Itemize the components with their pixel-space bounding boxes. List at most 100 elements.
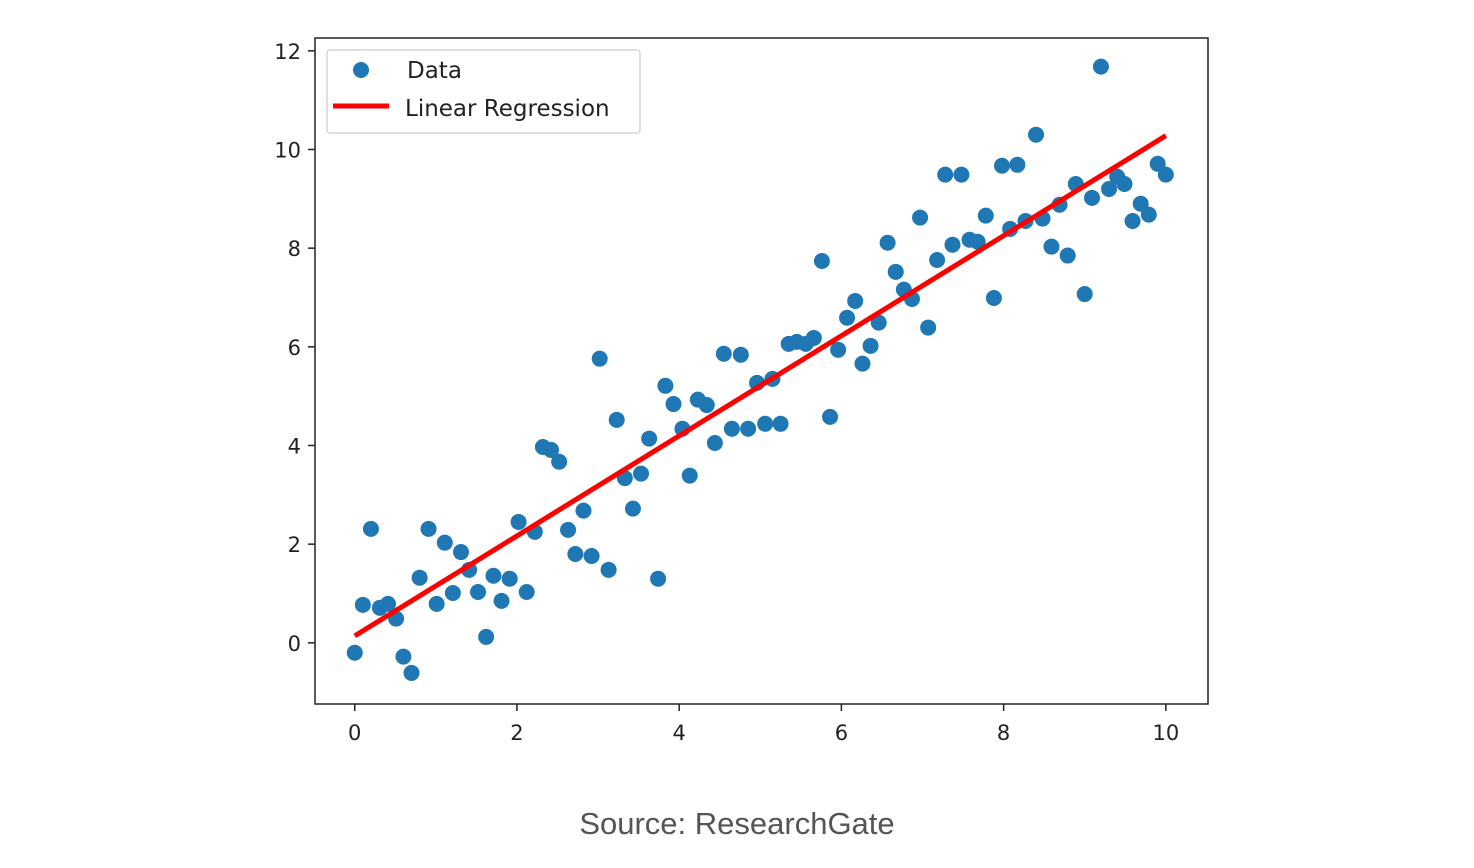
data-point bbox=[633, 465, 650, 482]
y-tick-label: 2 bbox=[288, 533, 301, 557]
data-point bbox=[641, 430, 658, 447]
data-point bbox=[1157, 166, 1174, 183]
data-point bbox=[501, 570, 518, 587]
data-point bbox=[937, 166, 954, 183]
data-point bbox=[847, 292, 864, 309]
x-tick-label: 4 bbox=[672, 721, 685, 745]
data-point bbox=[1116, 176, 1133, 193]
data-point bbox=[706, 435, 723, 452]
data-point bbox=[600, 561, 617, 578]
legend-data-marker bbox=[353, 62, 369, 78]
data-point bbox=[444, 585, 461, 601]
data-point bbox=[953, 166, 970, 183]
legend-label-regression: Linear Regression bbox=[405, 96, 610, 122]
data-point bbox=[698, 397, 715, 414]
x-tick-label: 0 bbox=[348, 721, 361, 745]
data-point bbox=[1009, 156, 1026, 173]
data-point bbox=[657, 377, 674, 394]
data-point bbox=[912, 209, 929, 226]
data-point bbox=[1140, 206, 1157, 223]
data-point bbox=[757, 415, 774, 432]
data-point bbox=[411, 569, 428, 586]
data-point bbox=[543, 441, 560, 458]
data-point bbox=[518, 584, 535, 601]
data-point bbox=[732, 346, 749, 363]
data-point bbox=[830, 341, 847, 358]
data-point bbox=[740, 420, 757, 437]
x-tick-label: 6 bbox=[835, 721, 848, 745]
data-point bbox=[1084, 189, 1101, 206]
data-point bbox=[985, 289, 1002, 306]
legend: Data Linear Regression bbox=[326, 49, 641, 134]
data-point bbox=[723, 420, 740, 437]
data-point bbox=[813, 252, 830, 269]
data-point bbox=[1059, 247, 1076, 264]
data-point bbox=[772, 415, 789, 432]
data-point bbox=[1076, 286, 1093, 303]
regression-line bbox=[353, 133, 1168, 639]
data-point bbox=[879, 234, 896, 251]
data-point bbox=[583, 548, 600, 564]
data-point bbox=[354, 596, 371, 613]
data-point bbox=[822, 408, 839, 425]
data-point bbox=[478, 628, 495, 645]
data-point bbox=[395, 648, 412, 665]
data-point bbox=[575, 502, 592, 519]
data-point bbox=[805, 329, 822, 346]
x-tick-label: 8 bbox=[997, 721, 1010, 745]
data-point bbox=[839, 309, 856, 326]
data-point bbox=[436, 534, 453, 551]
data-point bbox=[551, 453, 568, 470]
scatter-chart: 0 2 4 6 8 10 0 2 4 6 8 10 12 Data Linear Regression bbox=[274, 37, 1209, 745]
data-point bbox=[887, 263, 904, 280]
y-tick-label: 8 bbox=[288, 237, 301, 261]
data-point bbox=[862, 337, 879, 354]
y-tick-label: 10 bbox=[274, 138, 301, 162]
axes-frame bbox=[314, 37, 1209, 705]
data-point bbox=[665, 396, 682, 413]
plot-area bbox=[346, 58, 1174, 681]
data-point bbox=[1101, 180, 1118, 197]
data-point bbox=[591, 350, 608, 367]
data-point bbox=[920, 319, 937, 336]
y-tick-label: 6 bbox=[288, 336, 301, 360]
data-point bbox=[420, 520, 437, 537]
data-point bbox=[1124, 213, 1141, 230]
data-point bbox=[470, 584, 487, 601]
y-tick-label: 12 bbox=[274, 40, 301, 64]
data-point bbox=[346, 644, 363, 661]
data-point bbox=[379, 595, 396, 612]
data-point bbox=[510, 513, 527, 530]
data-point bbox=[493, 592, 510, 609]
data-point bbox=[560, 521, 577, 538]
data-point bbox=[870, 314, 887, 331]
legend-label-data: Data bbox=[407, 58, 462, 84]
y-tick-label: 0 bbox=[288, 632, 301, 656]
data-point bbox=[944, 236, 961, 253]
data-point bbox=[608, 411, 625, 428]
x-tick-label: 10 bbox=[1152, 721, 1179, 745]
data-point bbox=[977, 207, 994, 224]
data-point bbox=[681, 467, 698, 484]
data-point bbox=[854, 355, 871, 372]
axis-ticks: 0 2 4 6 8 10 0 2 4 6 8 10 12 bbox=[274, 40, 1179, 745]
data-point bbox=[1092, 58, 1109, 75]
data-point bbox=[1043, 238, 1060, 255]
data-point bbox=[624, 500, 641, 517]
data-point bbox=[993, 157, 1010, 174]
data-point bbox=[428, 595, 445, 612]
data-point bbox=[929, 252, 946, 268]
data-point bbox=[969, 233, 986, 250]
data-point bbox=[650, 570, 667, 587]
data-point bbox=[362, 520, 379, 537]
data-point bbox=[452, 544, 469, 561]
x-tick-label: 2 bbox=[510, 721, 523, 745]
data-point bbox=[403, 664, 420, 681]
legend-box bbox=[326, 49, 641, 134]
data-point bbox=[1028, 126, 1045, 143]
data-point bbox=[715, 345, 732, 362]
data-point bbox=[485, 567, 502, 584]
source-caption: Source: ResearchGate bbox=[579, 806, 895, 841]
y-tick-label: 4 bbox=[288, 434, 301, 458]
data-point bbox=[567, 546, 584, 563]
